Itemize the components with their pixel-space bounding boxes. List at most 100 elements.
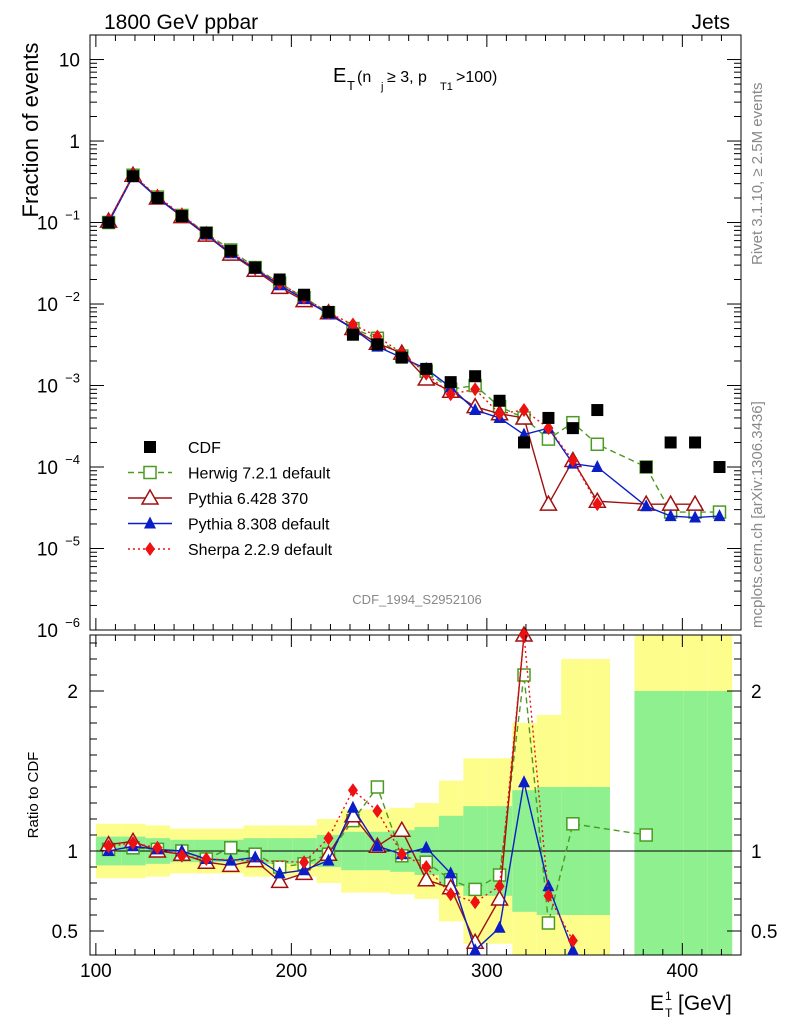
data-point	[689, 436, 702, 449]
data-point	[298, 288, 311, 301]
plot-title-rest2: ≥ 3, p	[387, 69, 427, 86]
x-tick-label: 100	[80, 961, 112, 982]
legend-label: Pythia 6.428 370	[188, 491, 308, 508]
data-point	[200, 226, 213, 239]
legend-label: Herwig 7.2.1 default	[188, 466, 331, 483]
x-label-e: E	[650, 992, 664, 1015]
green-band	[683, 691, 708, 955]
data-point	[685, 494, 705, 511]
ratio-tick-label: 0.5	[52, 922, 78, 943]
ratio-tick-label-right: 0.5	[751, 922, 777, 943]
ratio-sherpa-2-2-9-default	[103, 628, 578, 948]
ratio-tick-label: 1	[67, 842, 78, 863]
ratio-point	[201, 852, 212, 866]
ratio-point	[518, 775, 530, 788]
y-tick-label: 10	[37, 214, 58, 235]
ratio-point	[566, 943, 579, 956]
y-tick-exponent: −3	[65, 371, 80, 386]
y-tick-label: 10	[37, 621, 58, 642]
y-tick-exponent: −5	[65, 534, 80, 549]
data-point	[664, 436, 677, 449]
data-point	[469, 370, 482, 383]
data-point	[542, 411, 555, 424]
main-frame	[89, 34, 742, 631]
data-point	[640, 499, 653, 512]
watermark: CDF_1994_S2952106	[352, 592, 481, 607]
y-tick-label: 10	[59, 51, 80, 72]
data-point	[543, 421, 554, 436]
ratio-point	[347, 783, 358, 798]
ratio-line	[108, 634, 574, 941]
y-tick-exponent: −6	[65, 615, 80, 630]
legend-label: Sherpa 2.2.9 default	[188, 542, 333, 559]
data-point	[322, 305, 335, 318]
ratio-point	[396, 847, 407, 862]
ratio-point	[567, 933, 578, 948]
ratio-point	[416, 870, 436, 887]
data-point	[493, 394, 506, 407]
ratio-point	[128, 836, 139, 850]
data-point	[713, 461, 726, 474]
data-point	[347, 317, 358, 332]
legend-entry: Pythia 8.308 default	[128, 516, 330, 534]
plot-title: E T (n j ≥ 3, p T1 >100)	[333, 65, 497, 93]
legend-entry: Sherpa 2.2.9 default	[128, 542, 333, 559]
ratio-plot-series	[99, 625, 653, 956]
data-point	[591, 460, 604, 473]
ratio-point	[176, 848, 187, 863]
ratio-point	[519, 628, 529, 642]
ratio-y-axis-label: Ratio to CDF	[25, 752, 42, 839]
data-point	[566, 422, 579, 435]
ratio-point	[543, 888, 554, 903]
ratio-point	[420, 840, 433, 853]
ratio-point	[322, 853, 335, 866]
right-title: Jets	[691, 11, 730, 34]
plot-title-rest: (n	[357, 69, 371, 86]
legend: CDF Herwig 7.2.1 default Pythia 6.428 370 P…	[128, 440, 333, 559]
ratio-point	[372, 804, 383, 818]
data-point	[519, 403, 529, 418]
data-point	[444, 376, 457, 389]
side-text-top: Rivet 3.1.10, ≥ 2.5M events	[749, 83, 766, 266]
ratio-point	[566, 817, 580, 831]
data-point	[590, 437, 605, 452]
data-point	[395, 351, 408, 364]
data-point	[592, 497, 603, 512]
data-point	[640, 461, 653, 474]
ratio-point	[371, 839, 384, 852]
ratio-point	[541, 916, 556, 930]
data-point	[420, 362, 433, 375]
ratio-point	[103, 839, 114, 854]
ratio-point	[542, 879, 555, 892]
x-label-unit: [GeV]	[678, 992, 732, 1015]
data-point	[445, 387, 456, 402]
ratio-point	[470, 895, 481, 910]
ratio-point	[346, 800, 359, 813]
y-tick-exponent: −4	[65, 452, 80, 467]
data-point	[567, 453, 578, 468]
data-point	[273, 273, 286, 286]
ratio-frame	[89, 634, 742, 956]
y-tick-label: 10	[37, 458, 58, 479]
x-tick-label: 200	[276, 961, 308, 982]
x-axis-label: E 1 T [GeV]	[650, 989, 732, 1020]
data-point	[469, 403, 482, 416]
ratio-point	[224, 853, 237, 866]
legend-marker	[140, 488, 160, 505]
x-label-sub: T	[665, 1006, 673, 1020]
plot-title-main: E	[333, 65, 346, 87]
side-text-bottom: mcplots.cern.ch [arXiv:1306.3436]	[749, 401, 766, 628]
plot-title-sub: T	[347, 78, 355, 93]
ratio-point	[392, 820, 412, 837]
x-tick-label: 300	[471, 961, 503, 982]
data-point	[664, 509, 677, 522]
data-point	[249, 261, 262, 274]
data-point	[494, 406, 505, 421]
series-line	[107, 174, 598, 505]
green-band	[634, 691, 684, 955]
data-point	[591, 404, 604, 417]
ratio-point	[273, 866, 286, 879]
plot-title-j: j	[380, 81, 383, 93]
series-cdf	[102, 170, 726, 474]
